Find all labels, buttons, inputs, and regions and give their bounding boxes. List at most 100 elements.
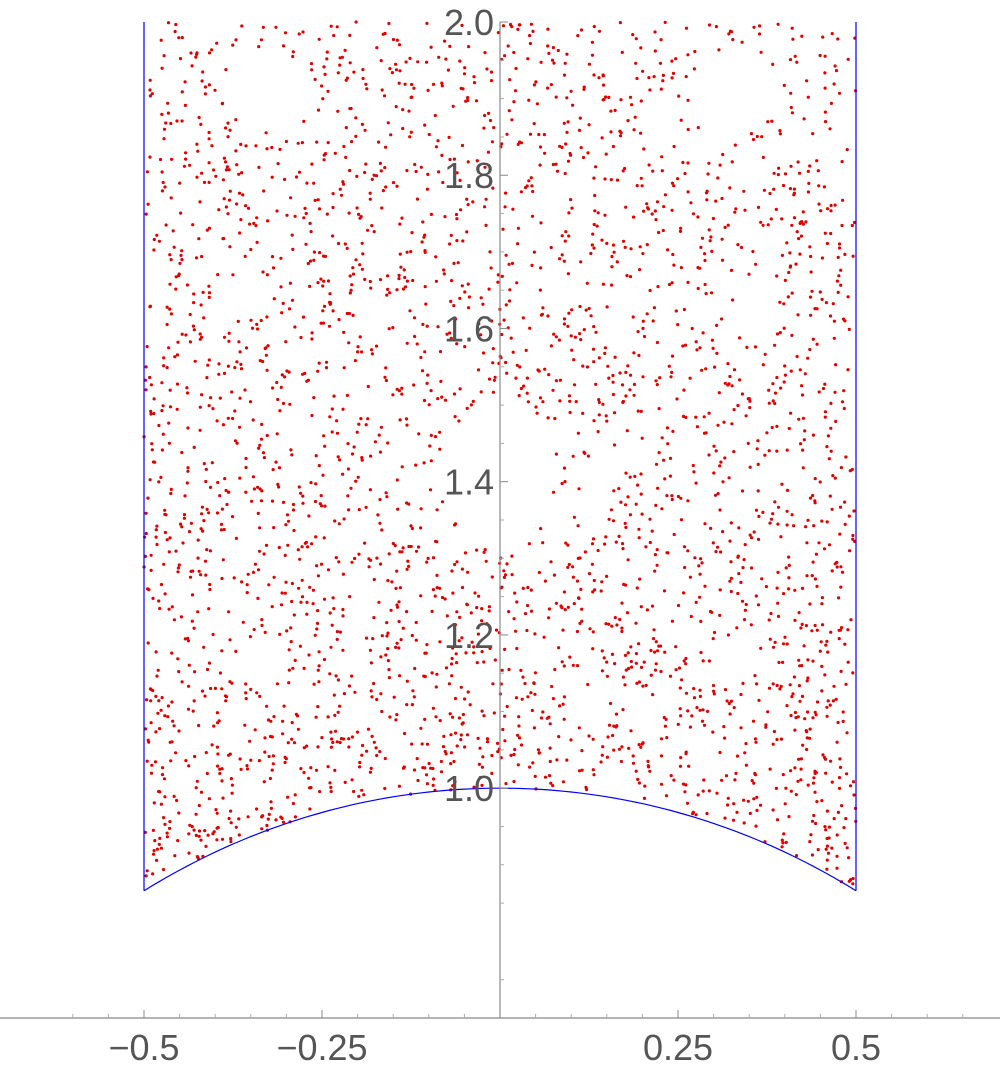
- scatter-point: [503, 54, 507, 58]
- scatter-point: [297, 485, 301, 489]
- scatter-point: [670, 208, 674, 212]
- scatter-point: [309, 766, 313, 770]
- scatter-point: [304, 211, 308, 216]
- scatter-point: [148, 78, 152, 82]
- scatter-point: [405, 423, 409, 427]
- scatter-point: [767, 388, 771, 392]
- scatter-point: [164, 121, 168, 125]
- scatter-point: [429, 389, 433, 393]
- scatter-point: [770, 425, 774, 430]
- scatter-point: [793, 728, 797, 732]
- scatter-point: [199, 527, 203, 531]
- scatter-point: [636, 777, 640, 782]
- scatter-point: [214, 808, 218, 812]
- scatter-point: [538, 396, 543, 400]
- scatter-point: [281, 301, 285, 305]
- scatter-point: [562, 466, 567, 470]
- scatter-point: [345, 393, 349, 397]
- scatter-point: [194, 786, 198, 790]
- scatter-point: [160, 696, 164, 700]
- scatter-point: [183, 494, 187, 498]
- scatter-point: [754, 508, 759, 512]
- scatter-point: [459, 86, 463, 90]
- scatter-point: [755, 682, 759, 686]
- scatter-point: [600, 136, 604, 140]
- scatter-point: [793, 618, 797, 623]
- scatter-point: [434, 539, 438, 544]
- scatter-point: [290, 233, 294, 237]
- scatter-point: [840, 570, 845, 574]
- scatter-point: [589, 251, 593, 256]
- scatter-point: [340, 55, 344, 59]
- scatter-point: [368, 197, 372, 201]
- scatter-point: [507, 610, 511, 614]
- scatter-point: [686, 499, 690, 503]
- scatter-point: [787, 587, 791, 591]
- scatter-point: [246, 572, 250, 576]
- scatter-point: [636, 409, 640, 413]
- scatter-point: [674, 309, 678, 313]
- scatter-point: [436, 325, 440, 329]
- scatter-point: [723, 381, 727, 385]
- scatter-point: [618, 129, 622, 133]
- scatter-point: [662, 458, 666, 462]
- scatter-point: [780, 482, 784, 486]
- scatter-point: [397, 600, 401, 604]
- scatter-point: [215, 511, 220, 515]
- scatter-point: [604, 95, 608, 99]
- scatter-point: [401, 766, 406, 770]
- scatter-point: [750, 536, 754, 540]
- scatter-point: [358, 335, 362, 339]
- scatter-point: [577, 769, 582, 773]
- scatter-point: [670, 494, 674, 498]
- scatter-point: [186, 707, 191, 711]
- scatter-point: [414, 638, 418, 642]
- scatter-point: [290, 599, 294, 604]
- scatter-point: [672, 263, 676, 267]
- scatter-point: [475, 606, 479, 610]
- scatter-point: [283, 760, 287, 765]
- scatter-point: [238, 476, 242, 480]
- scatter-point: [712, 692, 716, 696]
- scatter-point: [419, 165, 423, 169]
- scatter-point: [735, 626, 739, 630]
- scatter-point: [264, 131, 268, 135]
- scatter-point: [801, 222, 806, 226]
- scatter-point: [379, 425, 383, 429]
- scatter-point: [397, 784, 401, 788]
- scatter-point: [197, 569, 201, 573]
- scatter-point: [148, 155, 152, 159]
- scatter-point: [550, 684, 554, 689]
- scatter-point: [779, 386, 783, 390]
- scatter-point: [297, 170, 302, 174]
- scatter-point: [332, 394, 336, 398]
- scatter-point: [592, 419, 596, 423]
- scatter-point: [571, 454, 575, 458]
- scatter-point: [364, 505, 368, 509]
- scatter-point: [736, 243, 740, 247]
- scatter-point: [316, 369, 320, 373]
- scatter-point: [787, 563, 791, 568]
- scatter-point: [266, 219, 270, 223]
- scatter-point: [180, 249, 184, 253]
- scatter-point: [376, 513, 380, 517]
- scatter-point: [782, 83, 786, 87]
- scatter-point: [560, 234, 564, 238]
- scatter-point: [611, 373, 615, 378]
- scatter-point: [437, 170, 441, 174]
- scatter-point: [169, 258, 173, 262]
- scatter-point: [260, 618, 264, 622]
- scatter-point: [255, 240, 259, 244]
- scatter-point: [322, 434, 326, 438]
- scatter-point: [253, 562, 257, 566]
- scatter-point: [395, 641, 399, 645]
- scatter-point: [234, 825, 238, 829]
- scatter-point: [447, 135, 451, 139]
- scatter-point: [443, 39, 447, 43]
- scatter-point: [587, 62, 592, 66]
- scatter-point: [207, 797, 211, 801]
- scatter-point: [409, 250, 413, 254]
- scatter-point: [394, 718, 398, 722]
- scatter-point: [255, 216, 259, 220]
- scatter-point: [648, 88, 652, 92]
